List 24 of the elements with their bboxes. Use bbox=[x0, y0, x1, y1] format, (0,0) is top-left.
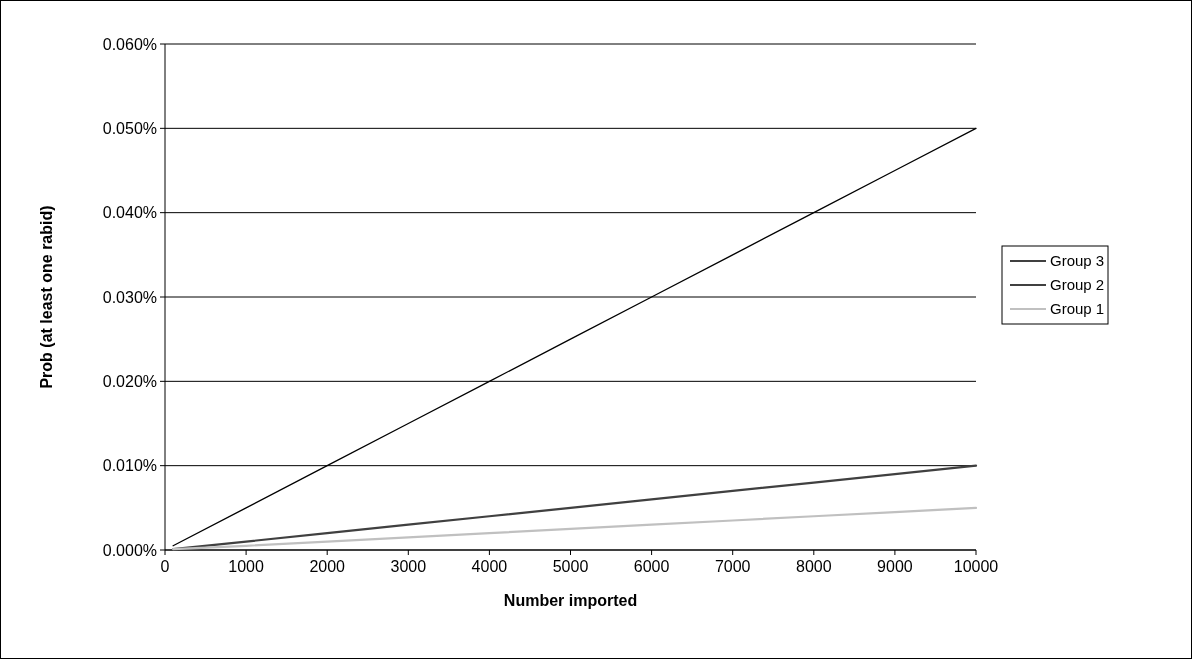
x-tick-label: 8000 bbox=[796, 558, 832, 575]
y-tick-label: 0.000% bbox=[102, 541, 157, 559]
legend-label: Group 2 bbox=[1050, 276, 1105, 294]
y-axis-title: Prob (at least one rabid) bbox=[38, 205, 55, 389]
y-tick-label: 0.010% bbox=[102, 457, 157, 475]
line-series bbox=[172, 506, 978, 551]
x-tick-label: 9000 bbox=[877, 558, 913, 575]
x-axis-title: Number imported bbox=[503, 592, 638, 609]
y-tick-label: 0.060% bbox=[102, 35, 157, 53]
x-tick-label: 3000 bbox=[390, 558, 427, 575]
x-tick-label: 7000 bbox=[714, 558, 751, 575]
legend-label: Group 1 bbox=[1050, 300, 1105, 318]
x-tick-label: 5000 bbox=[552, 558, 589, 575]
x-tick-label: 0 bbox=[160, 558, 170, 575]
x-tick-label: 2000 bbox=[309, 558, 346, 575]
y-tick-label: 0.030% bbox=[102, 288, 157, 306]
legend-label: Group 3 bbox=[1050, 252, 1105, 270]
y-tick-label: 0.020% bbox=[102, 372, 157, 390]
y-tick-label: 0.040% bbox=[102, 204, 157, 222]
x-tick-label: 4000 bbox=[471, 558, 508, 575]
x-tick-label: 10000 bbox=[953, 558, 999, 575]
x-tick-label: 6000 bbox=[633, 558, 670, 575]
y-tick-label: 0.050% bbox=[102, 119, 157, 137]
x-tick-label: 1000 bbox=[228, 558, 264, 575]
